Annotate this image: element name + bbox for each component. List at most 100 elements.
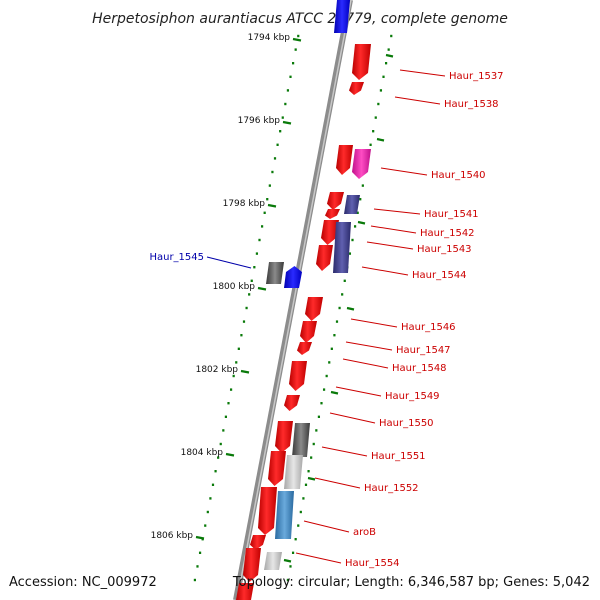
inner-tick xyxy=(232,374,235,378)
outer-tick xyxy=(379,89,383,92)
leader-line xyxy=(366,241,414,250)
kbp-major-tick xyxy=(225,452,235,457)
gene-glyph-dgray[interactable] xyxy=(292,423,310,457)
outer-tick xyxy=(307,470,310,473)
kbp-major-tick xyxy=(195,535,205,540)
gene-glyph-red[interactable] xyxy=(349,82,364,95)
gene-label[interactable]: aroB xyxy=(353,527,376,538)
gene-label[interactable]: Haur_1537 xyxy=(449,71,504,82)
gene-glyph-navy[interactable] xyxy=(333,222,351,273)
gene-label[interactable]: Haur_1550 xyxy=(379,418,434,429)
outer-tick xyxy=(325,374,328,378)
backbone-line xyxy=(233,0,353,600)
inner-tick xyxy=(229,388,233,391)
gene-glyph-red[interactable] xyxy=(300,321,317,343)
kbp-label: 1796 kbp xyxy=(238,116,281,126)
outer-tick xyxy=(387,48,390,51)
gene-glyph-red[interactable] xyxy=(243,548,261,582)
inner-tick xyxy=(242,320,246,323)
inner-tick xyxy=(196,565,199,568)
gene-glyph-pink[interactable] xyxy=(352,149,371,179)
gene-label[interactable]: Haur_1552 xyxy=(364,483,419,494)
inner-tick xyxy=(258,238,261,242)
gene-label[interactable]: Haur_1538 xyxy=(444,99,499,110)
gene-glyph-blue[interactable] xyxy=(284,266,302,288)
gene-glyph-red[interactable] xyxy=(250,535,266,550)
outer-tick xyxy=(382,75,385,78)
map-title: Herpetosiphon aurantiacus ATCC 23779, co… xyxy=(92,11,508,27)
inner-tick xyxy=(260,225,264,228)
gene-glyph-red[interactable] xyxy=(289,361,307,391)
outer-tick xyxy=(297,524,300,527)
gene-label[interactable]: Haur_1543 xyxy=(417,244,472,255)
gene-glyph-red[interactable] xyxy=(305,297,323,321)
gene-label[interactable]: Haur_1544 xyxy=(412,270,467,281)
kbp-major-tick xyxy=(385,53,394,58)
leader-line xyxy=(370,225,417,234)
gene-glyph-navy[interactable] xyxy=(344,195,360,214)
leader-line xyxy=(394,96,441,105)
kbp-labels: 1794 kbp 1796 kbp 1798 kbp 1800 kbp 1802 kbp… xyxy=(151,33,394,563)
leader-line xyxy=(303,520,350,533)
inner-tick xyxy=(268,184,271,187)
inner-tick xyxy=(245,306,248,310)
gene-glyph-red[interactable] xyxy=(316,245,333,271)
outer-tick xyxy=(361,184,364,187)
gene-glyph-blue[interactable] xyxy=(334,0,350,33)
kbp-label: 1804 kbp xyxy=(181,448,224,458)
kbp-major-tick xyxy=(257,286,267,291)
inner-tick xyxy=(250,279,253,282)
gene-glyph-red[interactable] xyxy=(352,44,371,80)
leader-line xyxy=(206,256,252,269)
kbp-label: 1800 kbp xyxy=(213,282,256,292)
gene-glyph-lgray[interactable] xyxy=(264,552,282,570)
kbp-label: 1798 kbp xyxy=(223,199,266,209)
gene-label[interactable]: Haur_1540 xyxy=(431,170,486,181)
inner-tick xyxy=(253,266,256,269)
inner-tick xyxy=(209,497,212,500)
gene-glyph-red[interactable] xyxy=(284,395,300,411)
gene-glyph-lgray[interactable] xyxy=(284,455,303,489)
gene-glyph-red[interactable] xyxy=(325,209,340,219)
kbp-major-tick xyxy=(282,120,292,125)
gene-glyph-red[interactable] xyxy=(258,487,277,535)
outer-tick xyxy=(377,102,380,106)
gene-glyph-red[interactable] xyxy=(321,220,339,245)
gene-glyph-red[interactable] xyxy=(236,583,254,600)
leader-line xyxy=(342,358,389,369)
gene-glyph-red[interactable] xyxy=(297,342,312,355)
gene-label[interactable]: Haur_1551 xyxy=(371,451,426,462)
outer-tick xyxy=(315,429,318,432)
gene-label[interactable]: Haur_1548 xyxy=(392,363,447,374)
topology-text: Topology: circular; Length: 6,346,587 bp… xyxy=(232,575,590,590)
leader-line xyxy=(329,412,376,424)
gene-label[interactable]: Haur_1549 xyxy=(385,391,440,402)
inner-tick xyxy=(297,34,300,38)
accession-text: Accession: NC_009972 xyxy=(9,575,157,590)
gene-glyph-red[interactable] xyxy=(275,421,293,453)
gene-label[interactable]: Haur_1542 xyxy=(420,228,475,239)
outer-tick xyxy=(294,538,297,541)
gene-label[interactable]: Haur_1546 xyxy=(401,322,456,333)
gene-label[interactable]: Haur_1554 xyxy=(345,558,400,569)
inner-tick xyxy=(224,415,228,418)
gene-label[interactable]: Haur_1547 xyxy=(396,345,451,356)
leader-line xyxy=(295,552,342,564)
gene-glyph-dgray[interactable] xyxy=(266,262,284,284)
outer-tick xyxy=(351,238,354,242)
gene-glyph-steel[interactable] xyxy=(275,491,294,539)
gene-glyph-red[interactable] xyxy=(327,192,344,210)
inner-tick xyxy=(235,361,238,364)
gene-label[interactable]: Haur_1541 xyxy=(424,209,479,220)
gene-label[interactable]: Haur_1545 xyxy=(149,252,204,263)
leader-line xyxy=(314,477,361,489)
gene-glyph-red[interactable] xyxy=(336,145,353,175)
outer-tick xyxy=(341,293,344,296)
outer-tick xyxy=(289,565,292,568)
outer-tick xyxy=(343,279,346,282)
outer-tick xyxy=(330,347,333,350)
kbp-major-tick xyxy=(292,37,302,42)
outer-tick xyxy=(312,442,315,446)
gene-glyph-red[interactable] xyxy=(268,451,286,486)
